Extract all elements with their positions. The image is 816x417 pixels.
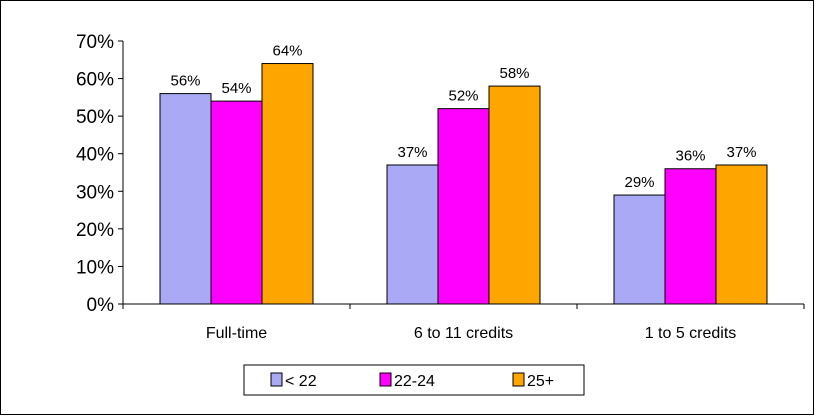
bar (159, 93, 212, 305)
legend-swatch (270, 372, 283, 387)
x-axis: Full-time 6 to 11 credits 1 to 5 credits (122, 303, 805, 342)
x-tick-label: 1 to 5 credits (645, 325, 737, 342)
bar (261, 63, 314, 305)
data-label: 37% (726, 144, 756, 161)
y-tick-label: 30% (76, 182, 114, 203)
legend-swatch (379, 372, 392, 387)
y-tick-label: 40% (76, 145, 114, 166)
legend-label: 22-24 (394, 373, 435, 390)
bar (437, 108, 490, 305)
y-tick-label: 50% (76, 107, 114, 128)
bar (488, 85, 541, 305)
data-label: 52% (448, 88, 478, 105)
y-tick-label: 60% (76, 70, 114, 91)
legend-label: 25+ (527, 373, 554, 390)
bar (664, 168, 717, 305)
y-axis: 0% 10% 20% 30% 40% 50% 60% 70% (76, 32, 124, 316)
data-label: 54% (221, 80, 251, 97)
data-label: 56% (170, 73, 200, 90)
y-tick-label: 20% (76, 220, 114, 241)
data-label: 64% (272, 43, 302, 60)
bar (613, 194, 666, 305)
legend-label: < 22 (285, 373, 317, 390)
bars (159, 63, 768, 305)
bar (210, 100, 263, 305)
data-label: 36% (675, 148, 705, 165)
x-tick-label: Full-time (206, 325, 267, 342)
data-labels: 56% 54% 64% 37% 52% 58% 29% 36% 37% (170, 43, 756, 192)
y-tick-label: 10% (76, 257, 114, 278)
legend-box (243, 364, 585, 396)
y-tick-label: 0% (87, 295, 115, 316)
legend-swatch (512, 372, 525, 387)
x-tick-label: 6 to 11 credits (414, 325, 513, 342)
data-label: 58% (499, 65, 529, 82)
bar (386, 164, 439, 305)
data-label: 37% (397, 144, 427, 161)
bar (715, 164, 768, 305)
data-label: 29% (624, 174, 654, 191)
y-tick-label: 70% (76, 32, 114, 53)
legend: < 22 22-24 25+ (243, 364, 585, 396)
